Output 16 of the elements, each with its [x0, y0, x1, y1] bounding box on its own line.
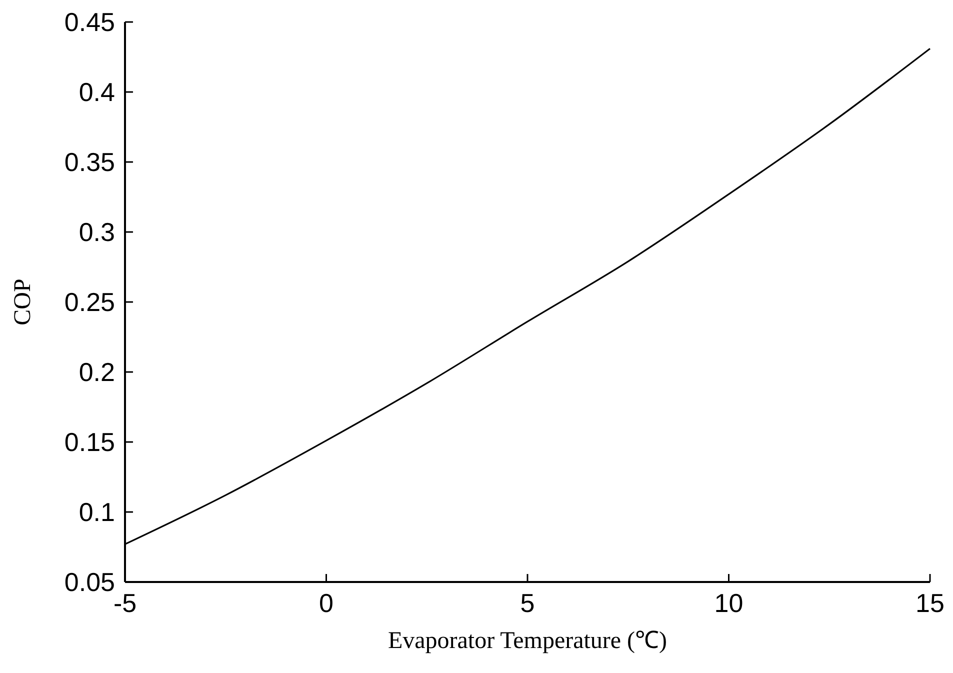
y-tick-label: 0.35	[64, 147, 115, 178]
x-axis-title: Evaporator Temperature (℃)	[388, 628, 668, 654]
y-tick-label: 0.2	[78, 357, 115, 388]
y-tick-label: 0.25	[64, 287, 115, 318]
x-tick-label: -5	[113, 588, 137, 618]
y-tick-label: 0.1	[78, 497, 115, 528]
y-tick-label: 0.05	[64, 567, 115, 598]
y-tick-label: 0.3	[78, 217, 115, 248]
y-tick-label: 0.15	[64, 427, 115, 458]
y-tick-label: 0.4	[78, 77, 115, 108]
x-tick-label: 10	[714, 588, 744, 618]
x-tick-label: 15	[916, 588, 944, 618]
x-tick-label: 5	[520, 588, 535, 618]
x-tick-label: 0	[319, 588, 334, 618]
y-axis-title: COP	[10, 278, 36, 326]
y-tick-label: 0.45	[64, 7, 115, 38]
